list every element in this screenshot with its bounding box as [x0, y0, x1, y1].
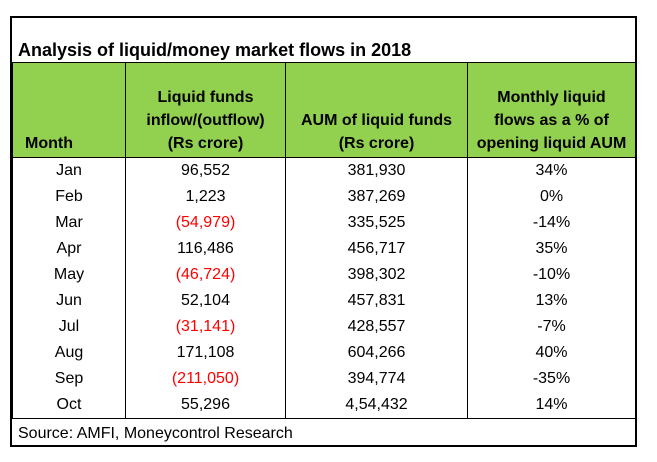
header-inflow: Liquid funds inflow/(outflow) (Rs crore) — [125, 62, 286, 158]
cell-flow: 1,223 — [125, 184, 286, 210]
cell-aum: 387,269 — [285, 184, 468, 210]
table-row: Feb 1,223 387,269 0% — [12, 184, 636, 210]
cell-month: Feb — [12, 184, 126, 210]
cell-month: Aug — [12, 340, 126, 366]
cell-flow: 171,108 — [125, 340, 286, 366]
cell-pct: -35% — [467, 366, 636, 392]
cell-aum: 381,930 — [285, 157, 468, 184]
cell-flow: 96,552 — [125, 157, 286, 184]
table-row: Sep (211,050) 394,774 -35% — [12, 366, 636, 392]
cell-aum: 335,525 — [285, 210, 468, 236]
cell-month: Apr — [12, 236, 126, 262]
header-month: Month — [12, 62, 126, 158]
data-table: Month Liquid funds inflow/(outflow) (Rs … — [12, 62, 636, 419]
header-inflow-line-2: inflow/(outflow) — [146, 112, 265, 129]
table-body: Jan 96,552 381,930 34% Feb 1,223 387,269 0% Mar(… — [12, 157, 636, 419]
header-inflow-line-1: Liquid funds — [157, 89, 254, 106]
cell-flow: (46,724) — [125, 262, 286, 288]
table-row: Apr 116,486 456,717 35% — [12, 236, 636, 262]
cell-month: Jun — [12, 288, 126, 314]
cell-month: Jul — [12, 314, 126, 340]
table-row: Jul (31,141) 428,557 -7% — [12, 314, 636, 340]
header-aum-line-2: (Rs crore) — [338, 135, 415, 152]
cell-flow: 116,486 — [125, 236, 286, 262]
cell-aum: 4,54,432 — [285, 392, 468, 419]
header-pct-line-2: flows as a % of — [494, 112, 609, 129]
header-pct-line-1: Monthly liquid — [497, 89, 606, 106]
header-aum-line-1: AUM of liquid funds — [300, 112, 453, 129]
cell-aum: 428,557 — [285, 314, 468, 340]
cell-flow: (31,141) — [125, 314, 286, 340]
header-row: Month Liquid funds inflow/(outflow) (Rs … — [12, 62, 636, 158]
cell-month: May — [12, 262, 126, 288]
cell-pct: 34% — [467, 157, 636, 184]
table-row: Oct 55,296 4,54,432 14% — [12, 392, 636, 419]
cell-flow: 55,296 — [125, 392, 286, 419]
cell-flow: (211,050) — [125, 366, 286, 392]
table-title: Analysis of liquid/money market flows in… — [18, 40, 412, 60]
cell-aum: 604,266 — [285, 340, 468, 366]
cell-pct: 0% — [467, 184, 636, 210]
cell-aum: 456,717 — [285, 236, 468, 262]
cell-aum: 398,302 — [285, 262, 468, 288]
cell-flow: (54,979) — [125, 210, 286, 236]
cell-month: Mar — [12, 210, 126, 236]
cell-pct: 13% — [467, 288, 636, 314]
header-pct-line-3: opening liquid AUM — [476, 135, 627, 152]
cell-aum: 457,831 — [285, 288, 468, 314]
cell-flow: 52,104 — [125, 288, 286, 314]
header-inflow-line-3: (Rs crore) — [167, 135, 244, 152]
table-row: Aug 171,108 604,266 40% — [12, 340, 636, 366]
cell-month: Jan — [12, 157, 126, 184]
table-row: Jun 52,104 457,831 13% — [12, 288, 636, 314]
cell-pct: -7% — [467, 314, 636, 340]
cell-aum: 394,774 — [285, 366, 468, 392]
cell-pct: -10% — [467, 262, 636, 288]
table-row: May (46,724) 398,302 -10% — [12, 262, 636, 288]
table-frame: Analysis of liquid/money market flows in… — [10, 16, 637, 447]
cell-month: Oct — [12, 392, 126, 419]
table-row: Jan 96,552 381,930 34% — [12, 157, 636, 184]
header-pct: Monthly liquid flows as a % of opening l… — [467, 62, 636, 158]
cell-pct: 35% — [467, 236, 636, 262]
table-row: Mar (54,979) 335,525 -14% — [12, 210, 636, 236]
cell-pct: 14% — [467, 392, 636, 419]
cell-pct: 40% — [467, 340, 636, 366]
cell-pct: -14% — [467, 210, 636, 236]
header-aum: AUM of liquid funds (Rs crore) — [285, 62, 468, 158]
source-note: Source: AMFI, Moneycontrol Research — [18, 425, 293, 442]
cell-month: Sep — [12, 366, 126, 392]
